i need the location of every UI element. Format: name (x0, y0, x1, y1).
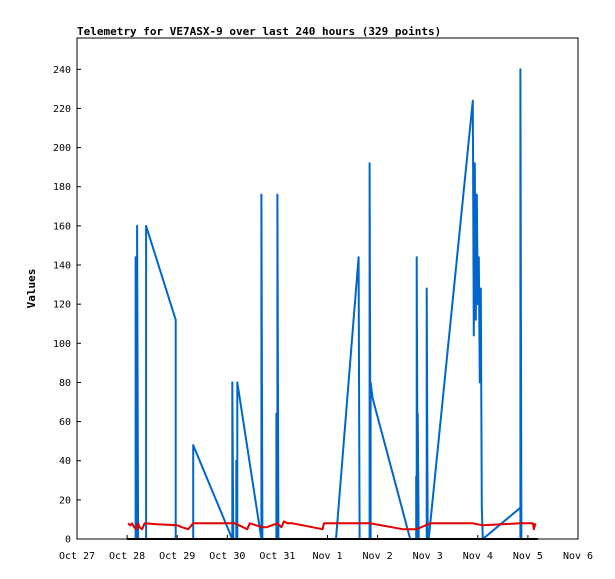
x-tick-label: Oct 30 (209, 551, 245, 562)
x-tick-label: Nov 2 (363, 551, 393, 562)
y-axis-ticks: 0 20 40 60 80 100 120 140 160 180 200 220 240 (53, 65, 81, 546)
chart-title: Telemetry for VE7ASX-9 over last 240 hou… (77, 25, 441, 38)
x-tick-label: Nov 5 (513, 551, 543, 562)
y-tick-label: 80 (59, 378, 71, 389)
series-line-2 (127, 520, 537, 531)
y-tick-label: 220 (53, 104, 71, 115)
y-tick-label: 40 (59, 456, 71, 467)
y-tick-label: 200 (53, 143, 71, 154)
x-tick-label: Nov 1 (312, 551, 342, 562)
x-tick-label: Nov 4 (463, 551, 493, 562)
y-tick-label: 240 (53, 65, 71, 76)
x-tick-label: Oct 31 (259, 551, 295, 562)
series-line-1 (134, 68, 523, 540)
data-series (127, 68, 538, 540)
y-tick-label: 180 (53, 182, 71, 193)
y-tick-label: 140 (53, 261, 71, 272)
x-tick-label: Oct 27 (59, 551, 95, 562)
x-tick-label: Oct 28 (109, 551, 145, 562)
y-tick-label: 0 (65, 535, 71, 546)
y-tick-label: 20 (59, 495, 71, 506)
x-tick-label: Nov 3 (413, 551, 443, 562)
y-tick-label: 160 (53, 221, 71, 232)
y-axis-label: Values (25, 269, 38, 309)
x-tick-label: Oct 29 (159, 551, 195, 562)
y-tick-label: 120 (53, 300, 71, 311)
y-tick-label: 60 (59, 417, 71, 428)
x-tick-label: Nov 6 (563, 551, 593, 562)
y-tick-label: 100 (53, 339, 71, 350)
